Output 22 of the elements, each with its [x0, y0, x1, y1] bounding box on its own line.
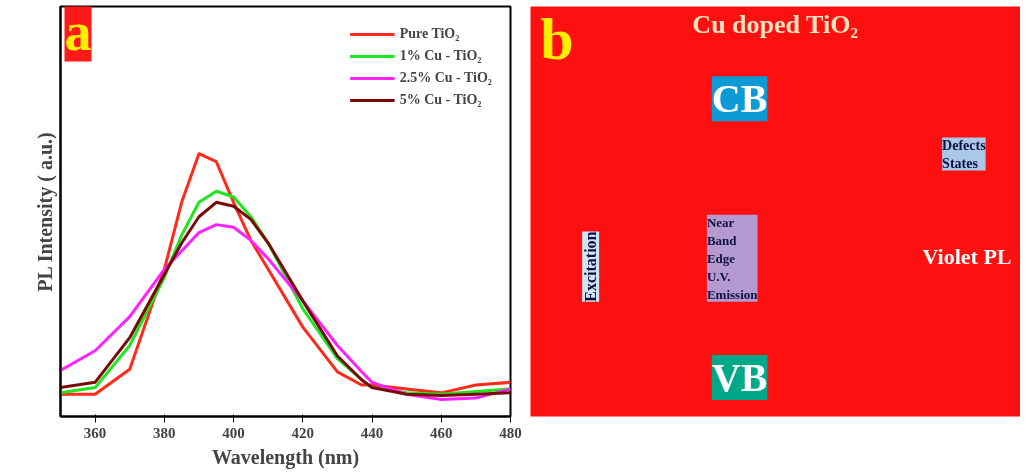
x-tick-label: 480 — [499, 424, 522, 441]
text: b — [540, 6, 574, 73]
text: Near Band Edge U.V. Emission — [706, 214, 759, 302]
x-tick-label: 360 — [83, 424, 107, 441]
legend-label: Pure TiO₂ — [399, 26, 460, 42]
legend-label: 2.5% Cu - TiO₂ — [399, 70, 492, 86]
x-axis-title: Wavelength (nm) — [211, 445, 360, 469]
x-tick-label: 400 — [222, 424, 245, 441]
legend-label: 5% Cu - TiO₂ — [399, 92, 482, 108]
text: a — [64, 1, 92, 62]
text: CB — [711, 76, 768, 122]
y-axis-title: PL Intensity ( a.u.) — [33, 132, 57, 292]
x-tick-label: 460 — [430, 424, 453, 441]
text: Cu doped TiO₂ — [692, 10, 859, 40]
text: Excitation — [582, 231, 600, 302]
x-tick-label: 440 — [360, 424, 384, 441]
legend-label: 1% Cu - TiO₂ — [399, 48, 482, 64]
text: Defects States — [942, 137, 987, 171]
x-tick-label: 420 — [291, 424, 315, 441]
text: VB — [711, 355, 768, 401]
x-tick-label: 380 — [153, 424, 176, 441]
text: Violet PL — [922, 243, 1012, 269]
